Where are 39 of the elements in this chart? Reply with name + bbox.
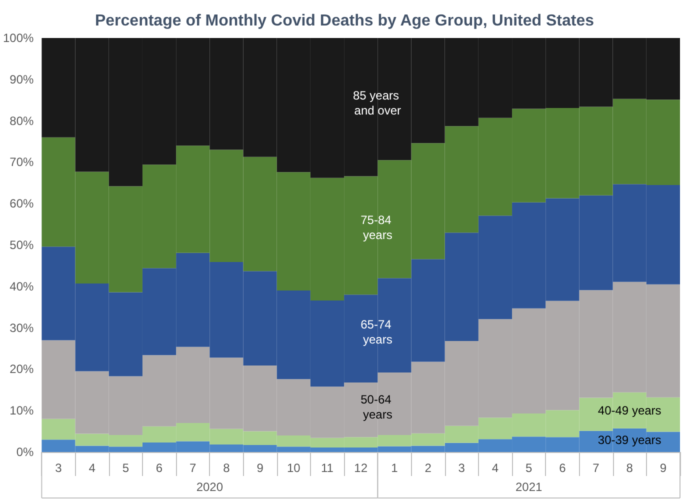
x-tick-label: 11 [321, 461, 334, 475]
x-tick-label: 9 [660, 461, 667, 475]
x-tick-label: 6 [559, 461, 566, 475]
chart-title: Percentage of Monthly Covid Deaths by Age Group, United States [94, 12, 594, 30]
x-tick-label: 2 [424, 461, 432, 475]
x-tick-label: 8 [223, 461, 230, 475]
series-label: 75-84 years [360, 212, 395, 242]
y-tick-label: 10% [10, 404, 34, 418]
x-tick-label: 7 [592, 461, 600, 475]
x-tick-label: 3 [458, 461, 466, 475]
y-tick-label: 70% [10, 155, 34, 170]
series-label: 40-49 years [598, 403, 662, 418]
y-tick-label: 40% [10, 279, 34, 294]
y-tick-label: 0% [16, 445, 34, 459]
x-tick-label: 1 [391, 461, 398, 475]
x-tick-label: 5 [525, 461, 532, 475]
series-label: 85 years and over [352, 88, 402, 118]
x-tick-label: 4 [88, 461, 96, 475]
y-tick-label: 100% [2, 31, 34, 45]
x-tick-label: 8 [626, 461, 634, 475]
text: 2020 [196, 480, 224, 494]
x-tick-label: 5 [122, 461, 130, 475]
x-tick-label: 9 [256, 461, 264, 475]
y-tick-label: 60% [10, 196, 34, 211]
y-tick-label: 30% [10, 320, 34, 335]
x-tick-label: 12 [354, 461, 368, 475]
x-tick-label: 6 [156, 461, 163, 475]
series-label: 30-39 years [598, 433, 662, 448]
x-tick-label: 7 [190, 461, 197, 475]
y-tick-label: 90% [10, 72, 34, 86]
series-label: 50-64 years [360, 392, 395, 422]
text: 2021 [515, 480, 542, 494]
series-label: 65-74 years [360, 317, 395, 346]
y-tick-label: 80% [10, 114, 34, 128]
x-tick-label: 4 [492, 461, 499, 475]
x-tick-label: 3 [55, 461, 62, 475]
y-tick-label: 20% [10, 362, 34, 376]
y-tick-label: 50% [10, 238, 34, 252]
x-tick-label: 10 [286, 461, 301, 475]
